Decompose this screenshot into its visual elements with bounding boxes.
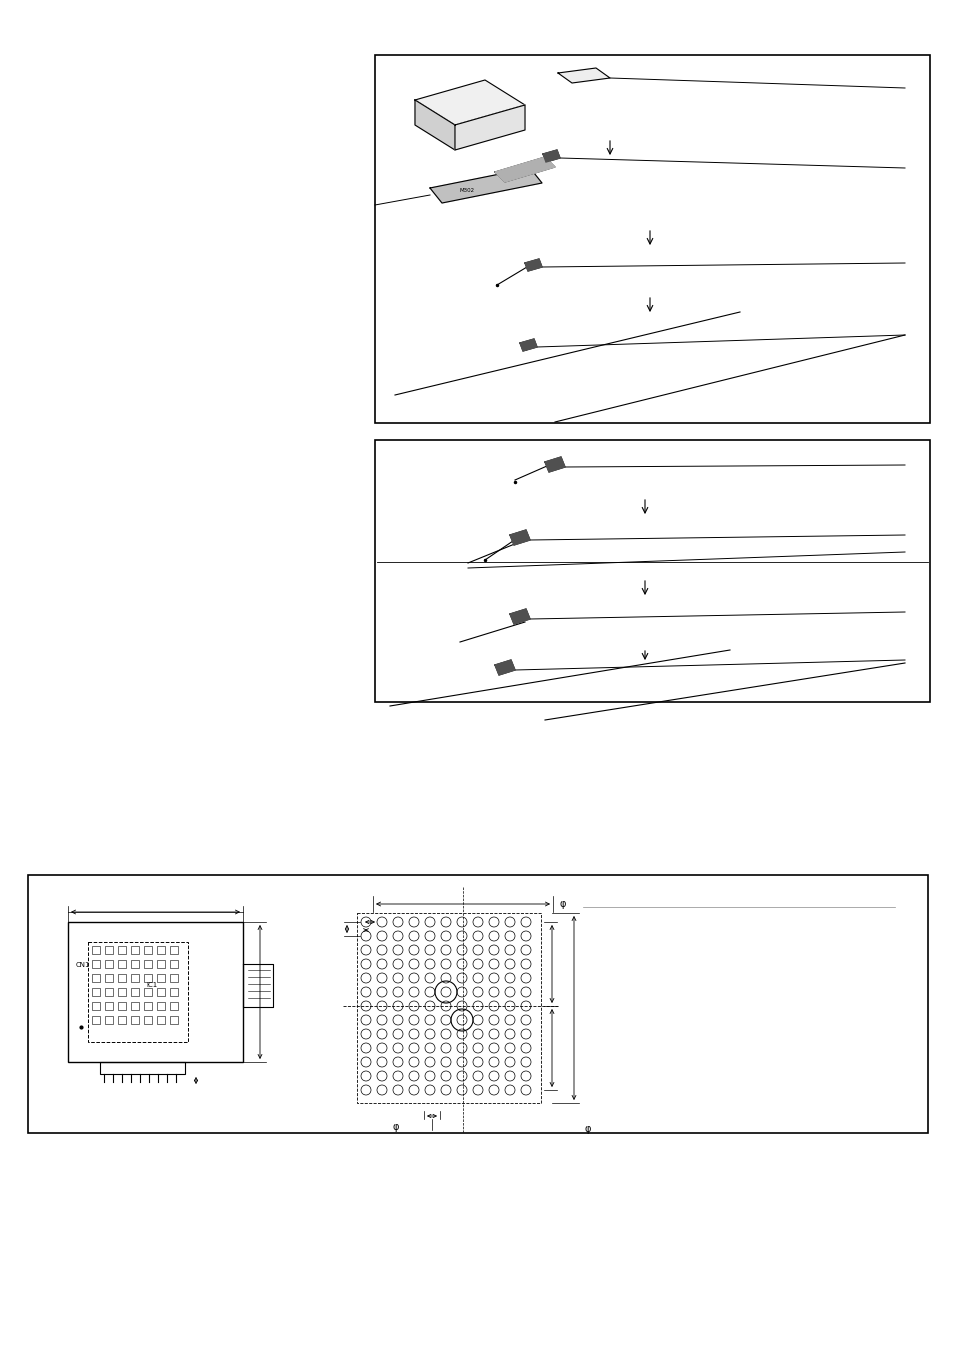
Bar [131, 1002, 139, 1010]
Bar [131, 988, 139, 996]
Polygon shape [510, 531, 530, 545]
Text: φ: φ [559, 899, 566, 909]
Bar [118, 1017, 126, 1025]
Polygon shape [495, 660, 515, 675]
Bar [118, 946, 126, 954]
Polygon shape [415, 100, 455, 150]
Text: φ: φ [393, 1122, 399, 1133]
Polygon shape [524, 259, 541, 271]
Bar [105, 1017, 112, 1025]
Bar [131, 946, 139, 954]
Bar [28, 875, 927, 1133]
Bar [91, 1002, 100, 1010]
Bar [144, 973, 152, 981]
Text: IC1: IC1 [146, 981, 157, 988]
Bar [157, 960, 165, 968]
Polygon shape [519, 339, 537, 351]
Bar [170, 1017, 178, 1025]
Bar [105, 946, 112, 954]
Bar [144, 1017, 152, 1025]
Polygon shape [558, 68, 609, 82]
Bar [144, 988, 152, 996]
Polygon shape [415, 80, 524, 126]
Bar [170, 988, 178, 996]
Bar [118, 988, 126, 996]
Bar [105, 988, 112, 996]
Bar [68, 922, 243, 1062]
Bar [170, 1002, 178, 1010]
Bar [157, 1002, 165, 1010]
Bar [157, 946, 165, 954]
Polygon shape [430, 167, 541, 202]
Bar [91, 1017, 100, 1025]
Bar [170, 960, 178, 968]
Polygon shape [510, 609, 530, 624]
Polygon shape [544, 458, 564, 472]
Bar [144, 1002, 152, 1010]
Bar [118, 973, 126, 981]
Bar [144, 946, 152, 954]
Text: CN1: CN1 [76, 963, 91, 968]
Bar [118, 1002, 126, 1010]
Bar [91, 988, 100, 996]
Bar [170, 973, 178, 981]
Bar [131, 1017, 139, 1025]
Bar [356, 913, 540, 1103]
Bar [100, 1062, 185, 1075]
Polygon shape [495, 157, 555, 182]
Text: M302: M302 [459, 188, 475, 193]
Bar [91, 946, 100, 954]
Bar [105, 973, 112, 981]
Bar [131, 973, 139, 981]
Bar [88, 942, 188, 1042]
Bar [375, 55, 929, 423]
Bar [375, 440, 929, 702]
Bar [105, 960, 112, 968]
Bar [105, 1002, 112, 1010]
Bar [157, 973, 165, 981]
Bar [118, 960, 126, 968]
Bar [91, 960, 100, 968]
Bar [91, 973, 100, 981]
Bar [157, 988, 165, 996]
Polygon shape [455, 105, 524, 150]
Text: φ: φ [584, 1125, 591, 1134]
Bar [144, 960, 152, 968]
Bar [157, 1017, 165, 1025]
Bar [170, 946, 178, 954]
Polygon shape [542, 150, 559, 162]
Bar [131, 960, 139, 968]
